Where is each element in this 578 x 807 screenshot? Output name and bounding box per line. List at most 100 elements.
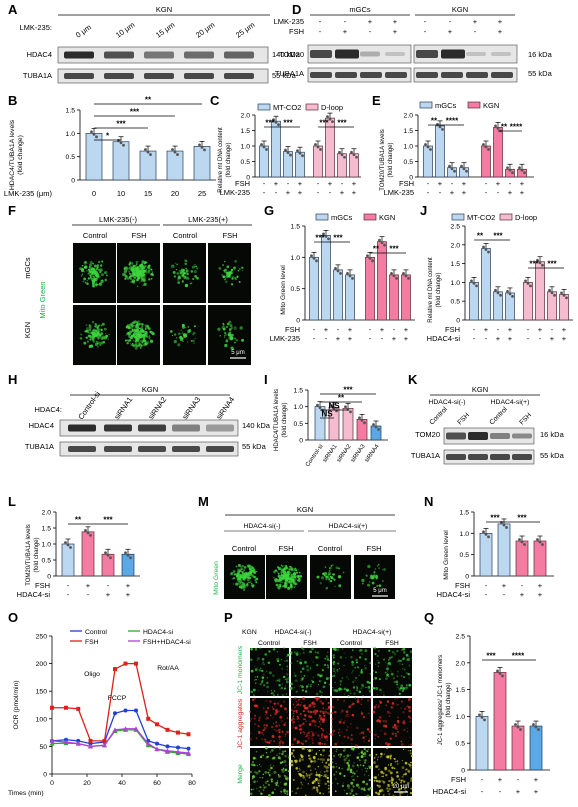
signal-speck [326, 576, 329, 579]
signal-speck [263, 663, 265, 665]
bar [345, 274, 355, 321]
signal-speck [251, 584, 255, 588]
signal-speck [237, 563, 241, 567]
condition-label: siRNA2 [146, 395, 168, 421]
panel-letter-m: M [198, 494, 209, 509]
signal-speck [319, 723, 322, 726]
data-point [284, 148, 287, 152]
signal-speck [295, 704, 297, 706]
signal-speck [79, 337, 83, 340]
signal-speck [328, 784, 330, 787]
signal-speck [275, 583, 279, 587]
signal-speck [351, 663, 355, 666]
signal-speck [140, 267, 144, 271]
signal-speck [133, 325, 135, 327]
signal-speck [282, 694, 284, 696]
signal-speck [250, 582, 253, 585]
signal-speck [252, 756, 256, 760]
signal-speck [298, 724, 302, 728]
signal-speck [190, 270, 194, 273]
group-label: LMK-235(-) [99, 215, 137, 224]
signal-speck [130, 278, 132, 280]
signal-speck [354, 679, 356, 681]
signal-speck [305, 685, 309, 688]
signal-speck [375, 576, 377, 578]
data-point [332, 406, 336, 410]
signal-speck [184, 262, 187, 266]
signal-speck [181, 332, 184, 334]
signal-speck [290, 585, 293, 588]
signal-speck [339, 679, 343, 683]
signal-speck [286, 793, 289, 796]
signal-speck [134, 267, 137, 269]
signal-speck [405, 685, 409, 689]
treatment-sign: + [106, 590, 111, 599]
signal-speck [319, 782, 321, 784]
signal-speck [101, 322, 105, 326]
signal-speck [284, 768, 288, 772]
signal-speck [194, 275, 197, 278]
signal-speck [388, 792, 391, 795]
signal-speck [231, 271, 233, 273]
signal-speck [360, 755, 364, 759]
signal-speck [253, 780, 256, 784]
treatment-sign: - [509, 179, 512, 188]
signal-speck [132, 280, 135, 284]
signal-speck [375, 753, 378, 756]
signal-speck [386, 787, 389, 790]
signal-speck [352, 794, 355, 797]
signal-speck [85, 329, 88, 333]
signal-speck [263, 786, 266, 789]
signal-speck [300, 753, 303, 757]
signal-speck [326, 658, 330, 661]
data-point [565, 296, 568, 300]
signal-speck [364, 767, 367, 769]
signal-speck [137, 343, 141, 347]
signal-speck [264, 781, 268, 784]
signal-speck [388, 794, 391, 796]
signal-speck [261, 657, 265, 661]
signal-speck [400, 675, 403, 677]
panel-a-header: KGN [156, 5, 172, 14]
treatment-sign: - [67, 581, 70, 590]
treatment-label: FSH [35, 581, 50, 590]
signal-speck [373, 571, 376, 574]
signal-speck [318, 741, 322, 745]
signal-speck [377, 735, 380, 738]
signal-speck [283, 759, 287, 763]
signal-speck [297, 721, 299, 723]
data-point [494, 124, 497, 128]
signal-speck [397, 782, 399, 784]
signal-speck [377, 765, 380, 767]
signal-speck [377, 756, 380, 759]
signal-speck [325, 775, 327, 778]
treatment-sign: - [474, 27, 477, 36]
signal-speck [396, 730, 399, 733]
signal-speck [285, 578, 289, 581]
data-point [536, 258, 539, 262]
significance-label: ** [501, 123, 508, 132]
signal-speck [407, 715, 411, 718]
signal-speck [403, 774, 405, 776]
signal-speck [343, 652, 345, 654]
signal-speck [310, 772, 313, 776]
signal-speck [406, 727, 409, 730]
blot-band [138, 424, 166, 432]
significance-label: * [106, 132, 110, 141]
signal-speck [141, 277, 145, 280]
signal-speck [387, 784, 391, 788]
signal-speck [375, 791, 378, 794]
signal-speck [226, 338, 228, 341]
signal-speck [253, 694, 255, 697]
signal-speck [225, 339, 229, 343]
data-point [119, 141, 123, 145]
signal-speck [298, 685, 300, 688]
signal-speck [336, 782, 339, 785]
signal-speck [367, 739, 371, 743]
signal-speck [301, 724, 303, 726]
signal-speck [337, 754, 340, 756]
data-point [484, 145, 488, 149]
signal-speck [304, 718, 306, 721]
signal-speck [96, 332, 100, 336]
signal-speck [262, 707, 265, 709]
